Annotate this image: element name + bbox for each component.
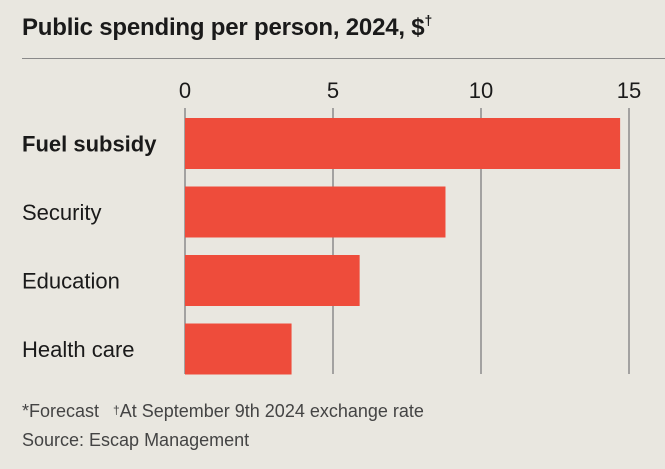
x-tick-label-5: 5 — [327, 78, 339, 103]
title-divider — [22, 58, 665, 59]
x-tick-label-15: 15 — [617, 78, 641, 103]
source-note: Source: Escap Management — [22, 430, 250, 450]
bar-security — [185, 186, 446, 238]
title-dagger-mark: † — [424, 12, 433, 28]
footnote-dagger-mark: † — [113, 403, 120, 417]
chart-title-text: Public spending per person, 2024, $ — [22, 14, 425, 41]
footnote-line: *Forecast †At September 9th 2024 exchange… — [22, 397, 424, 426]
category-label-fuel-subsidy: Fuel subsidy — [22, 132, 157, 157]
footnote-exchange-rate: At September 9th 2024 exchange rate — [119, 401, 424, 421]
footnote-forecast: *Forecast — [22, 401, 100, 421]
bar-education — [185, 255, 360, 306]
x-tick-label-0: 0 — [179, 78, 191, 103]
bar-health-care — [185, 323, 292, 375]
category-labels: Fuel subsidy Security Education Health care — [22, 132, 157, 363]
chart-title: Public spending per person, 2024, $† — [22, 12, 433, 42]
chart-footer: *Forecast †At September 9th 2024 exchange… — [22, 397, 424, 455]
category-label-health-care: Health care — [22, 337, 135, 362]
bars — [185, 118, 621, 375]
bar-fuel-subsidy — [185, 118, 621, 169]
x-axis-ticks: 0 5 10 15 — [179, 78, 641, 103]
x-tick-label-10: 10 — [469, 78, 493, 103]
category-label-education: Education — [22, 269, 120, 294]
category-label-security: Security — [22, 200, 101, 225]
